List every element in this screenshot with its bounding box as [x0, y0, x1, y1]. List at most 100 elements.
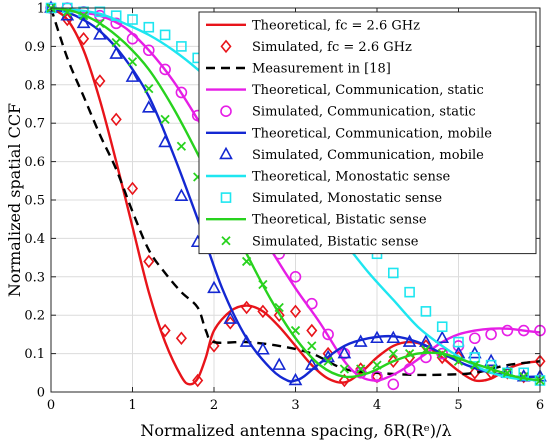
legend-swatch-marker	[220, 192, 232, 203]
simulated-fc-2-6-ghz-point	[110, 112, 122, 127]
simulated-bistatic-sense-point	[176, 141, 187, 151]
legend-label: Simulated, Communication, mobile	[252, 148, 484, 163]
simulated-fc-2-6-ghz-point	[143, 254, 155, 269]
legend-swatch-marker	[219, 146, 233, 160]
legend-swatch-marker	[220, 39, 232, 54]
theoretical-communication-static-line	[50, 6, 541, 382]
series-simulated-bistatic-sense	[46, 3, 545, 386]
legend-swatch-marker	[220, 105, 232, 117]
simulated-fc-2-6-ghz-point	[78, 31, 90, 46]
simulated-bistatic-sense-point	[502, 368, 513, 378]
simulated-communication-static-point	[175, 86, 188, 99]
legend-label: Simulated, fc = 2.6 GHz	[252, 40, 412, 55]
simulated-communication-static-point	[387, 378, 400, 391]
simulated-fc-2-6-ghz-point	[273, 308, 285, 322]
y-tick-label: 0.6	[24, 155, 45, 170]
legend-label: Simulated, Bistatic sense	[252, 234, 419, 249]
series-layer	[44, 0, 547, 391]
simulated-bistatic-sense-point	[437, 348, 447, 359]
simulated-communication-mobile-point	[337, 345, 352, 359]
legend-entry: Simulated, fc = 2.6 GHz	[220, 39, 412, 55]
legend-swatch-marker	[221, 236, 231, 246]
simulated-bistatic-sense-point	[519, 372, 529, 382]
series-theoretical-bistatic-sense	[50, 6, 541, 382]
simulated-bistatic-sense-point	[388, 348, 398, 359]
legend-label: Theoretical, fc = 2.6 GHz	[252, 18, 420, 33]
simulated-communication-static-point	[501, 324, 514, 337]
simulated-communication-mobile-point	[76, 15, 91, 29]
simulated-bistatic-sense-point	[404, 348, 415, 359]
simulated-monostatic-sense-point	[94, 6, 106, 18]
simulated-communication-mobile-point	[353, 334, 368, 347]
simulated-fc-2-6-ghz-point	[224, 316, 236, 330]
legend-label: Simulated, Communication, static	[252, 105, 476, 120]
legend-entry: Simulated, Communication, mobile	[219, 146, 484, 163]
simulated-bistatic-sense-point	[78, 11, 89, 21]
simulated-bistatic-sense-point	[356, 364, 366, 374]
theoretical-communication-mobile-line	[50, 6, 541, 383]
measurement-in-18-line	[49, 7, 541, 377]
simulated-fc-2-6-ghz-point	[159, 323, 171, 338]
simulated-bistatic-sense-point	[62, 7, 72, 17]
legend-label: Theoretical, Bistatic sense	[252, 213, 427, 228]
simulated-communication-mobile-point	[109, 46, 124, 59]
x-tick-label: 2	[210, 398, 218, 413]
simulated-communication-mobile-point	[402, 334, 417, 347]
axis-ticks	[50, 7, 541, 393]
simulated-fc-2-6-ghz-point	[322, 346, 334, 361]
simulated-communication-static-point	[159, 63, 171, 76]
simulated-bistatic-sense-point	[339, 364, 350, 374]
simulated-fc-2-6-ghz-point	[175, 331, 187, 346]
y-tick-label: 0.7	[24, 117, 45, 132]
legend-entry: Theoretical, Communication, mobile	[206, 126, 492, 141]
simulated-communication-static-point	[517, 324, 530, 337]
x-tick-label: 0	[47, 398, 55, 413]
x-tick-label: 1	[128, 398, 136, 413]
y-tick-label: 0.9	[24, 40, 45, 55]
legend-entry: Theoretical, Monostatic sense	[206, 170, 450, 185]
simulated-communication-mobile-point	[158, 134, 172, 148]
x-tick-label: 6	[536, 398, 544, 413]
simulated-communication-static-point	[289, 270, 302, 283]
simulated-bistatic-sense-point	[307, 341, 317, 351]
simulated-bistatic-sense-point	[144, 84, 154, 94]
simulated-monostatic-sense-point	[469, 352, 481, 363]
simulated-communication-static-point	[485, 328, 497, 341]
x-tick-labels: 0 1 2 3 4 5 6	[47, 398, 544, 413]
legend-entry: Simulated, Communication, static	[220, 105, 476, 120]
simulated-communication-static-point	[371, 370, 383, 383]
simulated-bistatic-sense-point	[111, 37, 121, 48]
simulated-communication-mobile-point	[223, 311, 238, 324]
simulated-communication-mobile-point	[125, 69, 140, 82]
legend-label: Simulated, Monostatic sense	[252, 191, 442, 206]
legend-entry: Measurement in [18]	[206, 62, 391, 77]
simulated-fc-2-6-ghz-point	[208, 339, 220, 353]
simulated-communication-static-point	[126, 32, 139, 45]
legend-box	[198, 11, 537, 255]
y-tick-label: 0.4	[24, 232, 45, 247]
simulated-fc-2-6-ghz-point	[289, 304, 302, 319]
simulated-bistatic-sense-point	[486, 364, 496, 374]
simulated-monostatic-sense-point	[110, 10, 122, 21]
simulated-fc-2-6-ghz-point	[338, 373, 350, 388]
simulated-bistatic-sense-point	[258, 279, 268, 290]
simulated-fc-2-6-ghz-point	[61, 12, 73, 27]
theoretical-bistatic-sense-line	[50, 6, 541, 382]
theoretical-fc-2-6-ghz-line	[50, 6, 541, 386]
simulated-communication-mobile-point	[239, 334, 254, 347]
simulated-monostatic-sense-point	[436, 321, 448, 333]
y-tick-label: 0.8	[24, 78, 45, 93]
simulated-monostatic-sense-point	[127, 14, 138, 25]
simulated-bistatic-sense-point	[160, 114, 170, 124]
y-tick-label: 0.5	[24, 194, 45, 209]
simulated-monostatic-sense-point	[404, 286, 415, 298]
simulated-communication-mobile-point	[141, 100, 156, 113]
y-tick-label: 0	[37, 386, 45, 401]
legend-label: Theoretical, Communication, static	[252, 83, 484, 98]
simulated-fc-2-6-ghz-point	[306, 323, 318, 338]
simulated-monostatic-sense-point	[176, 41, 187, 52]
simulated-communication-static-point	[468, 332, 481, 345]
legend-entry: Theoretical, Communication, static	[206, 83, 484, 98]
y-tick-label: 0.1	[24, 347, 45, 362]
simulated-bistatic-sense-point	[421, 345, 431, 355]
